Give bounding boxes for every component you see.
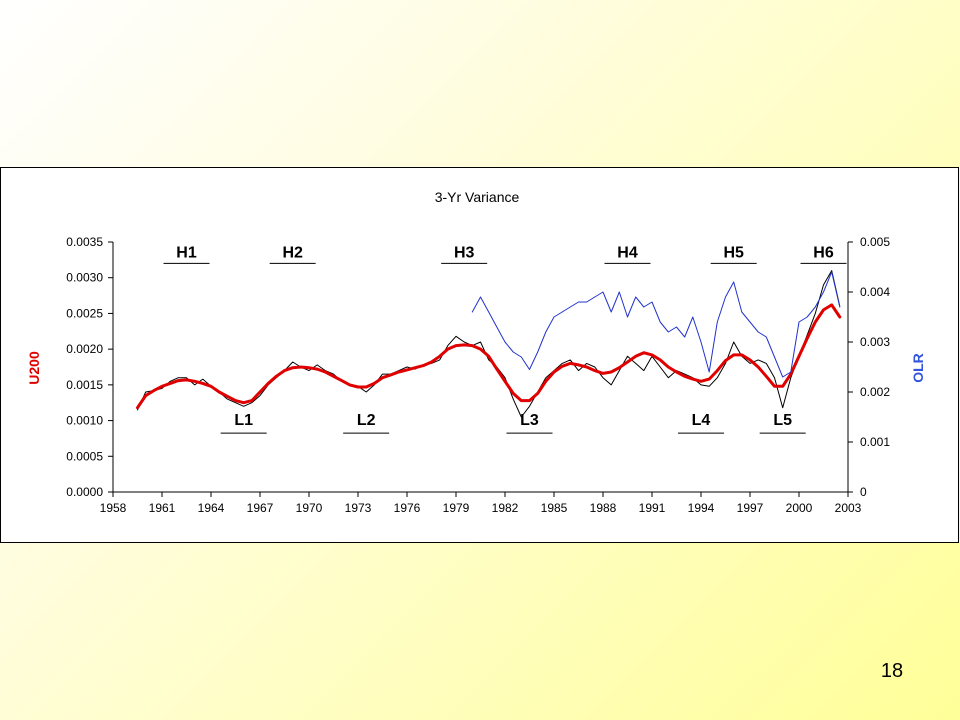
x-tick-label: 1988 <box>590 501 617 515</box>
annotation-label: H1 <box>176 244 197 261</box>
annotation-l3: L3 <box>506 412 553 434</box>
y-tick-label-left: 0.0000 <box>66 485 103 499</box>
annotation-l4: L4 <box>678 412 724 434</box>
x-tick-label: 1994 <box>688 501 715 515</box>
x-tick-label: 1991 <box>639 501 666 515</box>
x-tick-label: 1985 <box>541 501 568 515</box>
y-tick-label-left: 0.0030 <box>66 271 103 285</box>
x-tick-label: 1958 <box>100 501 127 515</box>
annotation-label: L1 <box>234 412 253 429</box>
annotation-h1: H1 <box>163 244 210 264</box>
x-tick-label: 2003 <box>835 501 862 515</box>
annotation-label: H6 <box>813 244 834 261</box>
y-tick-label-right: 0.002 <box>860 385 890 399</box>
olr-series-line <box>471 271 841 378</box>
y-tick-label-right: 0 <box>860 485 867 499</box>
annotation-l2: L2 <box>343 412 390 434</box>
y-tick-label-right: 0.001 <box>860 435 890 449</box>
y-tick-label-right: 0.004 <box>860 285 890 299</box>
x-tick-label: 1961 <box>149 501 176 515</box>
annotation-l1: L1 <box>220 412 267 434</box>
annotation-label: L4 <box>692 412 711 429</box>
y-tick-label-left: 0.0020 <box>66 342 103 356</box>
annotation-group: H1 H2 H3 H4 H5 H6 L1 L2 L3 L4 L5 <box>163 244 847 434</box>
y-axis-label-left: U200 <box>26 351 42 385</box>
annotation-label: L2 <box>357 412 376 429</box>
u200-series-line <box>137 270 841 418</box>
x-tick-label: 1979 <box>443 501 470 515</box>
annotation-label: H4 <box>617 244 638 261</box>
y-tick-label-right: 0.003 <box>860 335 890 349</box>
annotation-h5: H5 <box>710 244 757 264</box>
series-group <box>136 270 842 418</box>
axes: 1958 1961 1964 1967 1970 1973 1976 1979 1982 1985… <box>66 235 890 515</box>
page-number: 18 <box>880 660 904 682</box>
y-tick-label-right: 0.005 <box>860 235 890 249</box>
annotation-label: H2 <box>282 244 303 261</box>
annotation-label: H5 <box>723 244 744 261</box>
x-tick-label: 1973 <box>345 501 372 515</box>
chart-frame: 3-Yr Variance 1958 1961 1964 1967 1970 1973 19… <box>0 167 959 543</box>
y-axis-label-right: OLR <box>910 353 926 383</box>
annotation-h4: H4 <box>604 244 651 264</box>
annotation-label: L5 <box>773 412 792 429</box>
x-tick-label: 1964 <box>198 501 225 515</box>
x-tick-label: 1967 <box>247 501 274 515</box>
smoothed-series-line <box>136 303 842 410</box>
annotation-h3: H3 <box>441 244 488 264</box>
x-tick-label: 1970 <box>296 501 323 515</box>
x-tick-label: 1982 <box>492 501 519 515</box>
annotation-label: H3 <box>454 244 475 261</box>
x-tick-label: 2000 <box>786 501 813 515</box>
x-tick-label: 1976 <box>394 501 421 515</box>
y-tick-label-left: 0.0005 <box>66 449 103 463</box>
annotation-label: L3 <box>520 412 539 429</box>
y-tick-label-left: 0.0025 <box>66 306 103 320</box>
annotation-h6: H6 <box>800 244 847 264</box>
chart-title: 3-Yr Variance <box>435 189 520 205</box>
y-tick-label-left: 0.0015 <box>66 378 103 392</box>
x-tick-label: 1997 <box>737 501 764 515</box>
y-tick-label-left: 0.0035 <box>66 235 103 249</box>
variance-chart: 3-Yr Variance 1958 1961 1964 1967 1970 1973 19… <box>26 189 926 515</box>
y-tick-label-left: 0.0010 <box>66 414 103 428</box>
annotation-l5: L5 <box>759 412 806 434</box>
annotation-h2: H2 <box>269 244 316 264</box>
